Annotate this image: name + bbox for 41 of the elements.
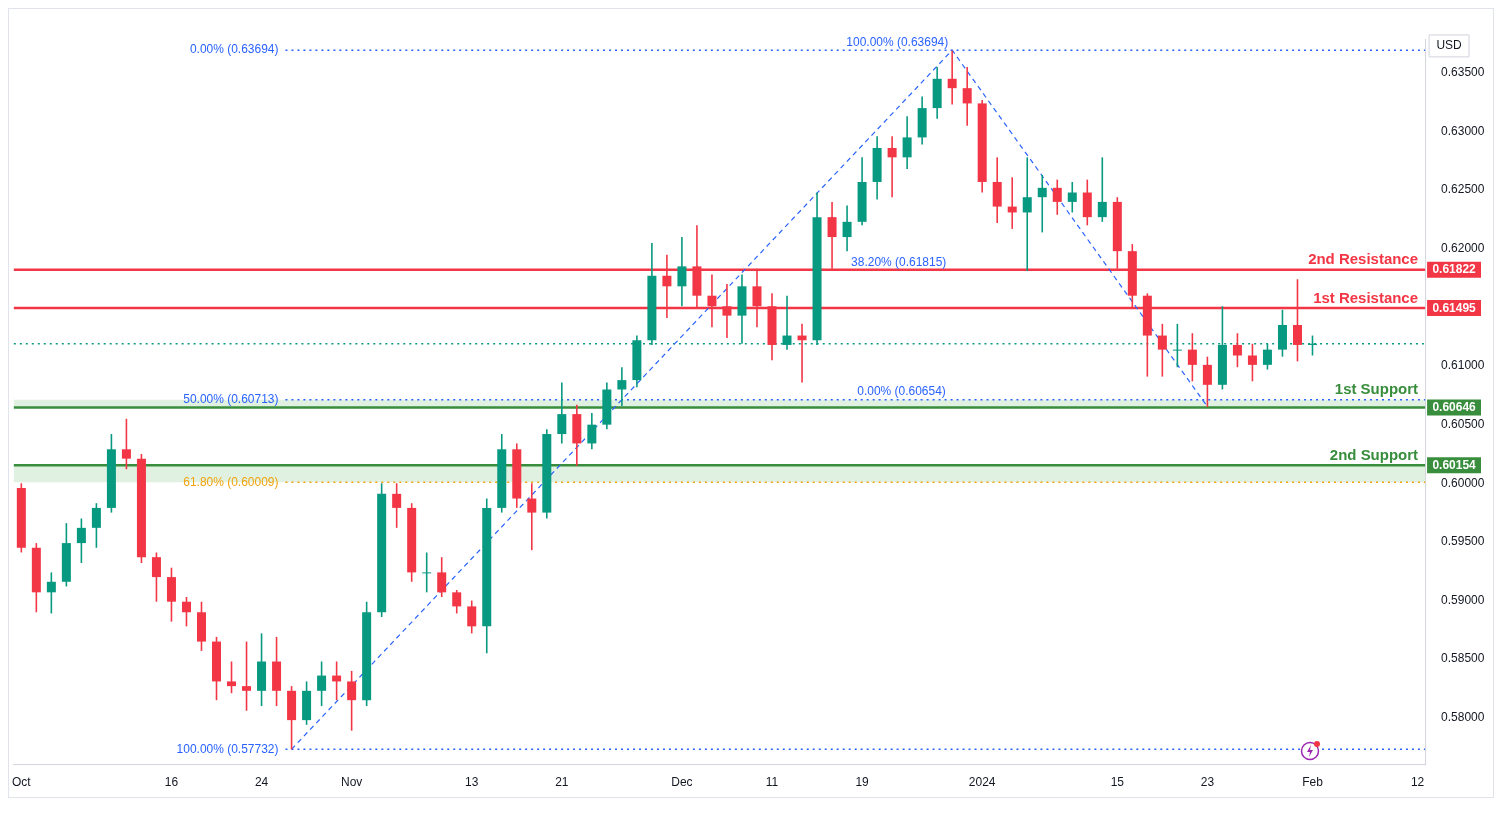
ref-line-label: 0.60646 (1432, 400, 1477, 415)
annotation: 38.20% (0.61815) (851, 254, 947, 269)
y-tick-label: 0.62500 (1441, 182, 1485, 197)
ref-line-label: 0.61822 (1432, 262, 1477, 277)
text: USD (1436, 38, 1463, 53)
x-tick-label: 24 (254, 775, 269, 790)
y-tick-label: 0.63000 (1441, 123, 1485, 138)
y-tick-label: 0.63500 (1441, 65, 1485, 80)
x-tick-label: Dec (671, 775, 693, 790)
annotation: 2nd Support (1329, 445, 1419, 463)
annotation: 1st Resistance (1313, 288, 1419, 306)
x-tick-label: Oct (12, 775, 32, 790)
x-tick-label: 11 (765, 775, 779, 790)
x-tick-label: Nov (340, 775, 363, 790)
ref-line-label: 61.80% (0.60009) (183, 474, 279, 489)
ref-line-label: 0.60154 (1432, 458, 1477, 473)
annotation: 0.00% (0.60654) (857, 384, 946, 399)
ref-line-label: 50.00% (0.60713) (183, 392, 279, 406)
x-tick-label: 21 (555, 775, 569, 790)
ref-line-label: 0.61495 (1432, 300, 1477, 315)
x-tick-label: 15 (1110, 775, 1125, 790)
y-tick-label: 0.59000 (1441, 592, 1485, 607)
annotation: 100.00% (0.63694) (846, 34, 949, 49)
y-tick-label: 0.61000 (1441, 358, 1485, 373)
annotation: 1st Support (1334, 380, 1419, 398)
x-tick-label: 12 (1410, 775, 1425, 790)
x-tick-label: 16 (164, 775, 179, 790)
y-tick-label: 0.58000 (1441, 710, 1485, 725)
y-tick-label: 0.60000 (1441, 475, 1485, 490)
y-tick-label: 0.60500 (1441, 416, 1485, 431)
x-tick-label: 19 (855, 775, 870, 790)
x-tick-label: 13 (465, 775, 479, 790)
ref-line-label: 100.00% (0.57732) (176, 741, 279, 756)
x-tick-label: 2024 (968, 775, 996, 790)
x-tick-label: Feb (1302, 775, 1324, 790)
y-tick-label: 0.62000 (1441, 241, 1485, 256)
ref-line-label: 0.00% (0.63694) (189, 42, 279, 57)
annotation: 2nd Resistance (1308, 250, 1419, 268)
y-tick-label: 0.59500 (1441, 534, 1485, 549)
x-tick-label: 23 (1200, 775, 1215, 790)
y-tick-label: 0.58500 (1441, 651, 1485, 666)
